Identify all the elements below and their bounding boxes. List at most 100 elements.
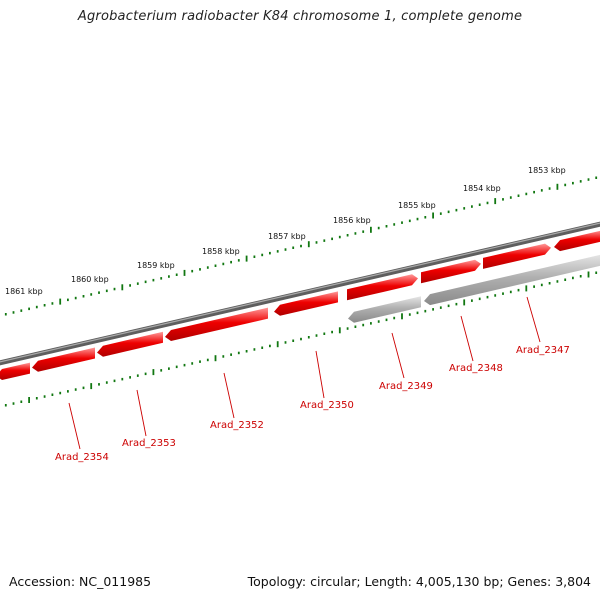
inner-scale-minor-tick — [230, 353, 232, 356]
inner-scale-minor-tick — [245, 350, 248, 353]
inner-scale-minor-tick — [432, 308, 434, 311]
forward-gene-arrow[interactable] — [274, 291, 338, 316]
outer-scale-minor-tick — [439, 212, 442, 215]
inner-scale-minor-tick — [377, 320, 380, 323]
outer-scale-minor-tick — [502, 198, 504, 201]
outer-scale-minor-tick — [377, 226, 380, 230]
inner-scale-major-tick — [587, 271, 590, 278]
inner-scale-major-tick — [152, 369, 155, 376]
outer-scale-minor-tick — [408, 219, 411, 223]
inner-scale-major-tick — [276, 341, 279, 348]
outer-scale-minor-tick — [587, 178, 590, 181]
reverse-gene-arrow[interactable] — [348, 296, 421, 323]
gene-label-arad-2353[interactable]: Arad_2353 — [122, 438, 176, 449]
forward-gene-arrow[interactable] — [32, 347, 95, 372]
inner-scale-minor-tick — [572, 276, 574, 280]
inner-scale-minor-tick — [502, 292, 504, 295]
scale-label-1853: 1853 kbp — [528, 166, 566, 175]
inner-scale-minor-tick — [98, 383, 100, 386]
forward-gene-arrow[interactable] — [421, 259, 481, 284]
outer-scale-minor-tick — [525, 192, 528, 196]
gene-label-arad-2352[interactable]: Arad_2352 — [210, 420, 264, 431]
inner-scale-minor-tick — [136, 374, 139, 377]
inner-scale-minor-tick — [82, 386, 85, 390]
outer-scale-major-tick — [432, 212, 434, 219]
forward-gene-arrow[interactable] — [554, 230, 600, 252]
gene-label-arad-2354[interactable]: Arad_2354 — [55, 452, 109, 463]
outer-scale-minor-tick — [105, 289, 108, 293]
outer-scale-major-tick — [183, 269, 186, 276]
inner-scale-minor-tick — [261, 346, 264, 349]
inner-scale-minor-tick — [43, 395, 46, 398]
inner-scale-minor-tick — [564, 278, 567, 281]
outer-scale-minor-tick — [136, 282, 139, 285]
outer-scale-minor-tick — [509, 196, 512, 199]
outer-scale-minor-tick — [191, 269, 194, 273]
outer-scale-minor-tick — [323, 239, 326, 242]
scale-label-1858: 1858 kbp — [202, 247, 240, 256]
inner-scale-minor-tick — [424, 309, 427, 313]
outer-scale-minor-tick — [393, 223, 396, 226]
outer-scale-minor-tick — [144, 280, 147, 284]
forward-gene-arrow[interactable] — [97, 331, 163, 357]
forward-gene-arrow[interactable] — [165, 307, 268, 341]
outer-scale-major-tick — [245, 255, 248, 262]
outer-scale-minor-tick — [152, 278, 155, 282]
outer-scale-major-tick — [59, 298, 62, 305]
gene-label-arad-2347[interactable]: Arad_2347 — [516, 345, 570, 356]
inner-scale-minor-tick — [206, 358, 209, 362]
outer-scale-ticks — [4, 176, 598, 316]
inner-scale-minor-tick — [292, 339, 295, 342]
scale-label-1861: 1861 kbp — [5, 287, 43, 296]
inner-scale-minor-tick — [237, 351, 240, 355]
inner-scale-minor-tick — [385, 318, 388, 322]
inner-scale-minor-tick — [222, 355, 225, 358]
inner-scale-minor-tick — [478, 297, 481, 301]
outer-scale-minor-tick — [362, 230, 365, 233]
inner-scale-minor-tick — [346, 327, 349, 330]
outer-scale-minor-tick — [35, 305, 38, 309]
inner-scale-minor-tick — [105, 381, 108, 384]
outer-scale-minor-tick — [12, 311, 15, 314]
outer-scale-major-tick — [556, 183, 559, 190]
inner-scale-minor-tick — [59, 391, 62, 395]
gene-label-arad-2350[interactable]: Arad_2350 — [300, 400, 354, 411]
outer-scale-minor-tick — [168, 275, 170, 278]
inner-scale-minor-tick — [455, 302, 458, 306]
inner-scale-minor-tick — [67, 390, 69, 393]
inner-scale-minor-tick — [323, 332, 326, 335]
inner-scale-minor-tick — [74, 388, 77, 391]
outer-scale-minor-tick — [20, 309, 23, 312]
outer-scale-minor-tick — [346, 234, 349, 237]
scale-label-1857: 1857 kbp — [268, 232, 306, 241]
inner-scale-minor-tick — [113, 379, 116, 383]
outer-scale-minor-tick — [401, 221, 403, 224]
forward-gene-arrow[interactable] — [483, 243, 551, 269]
scale-label-1855: 1855 kbp — [398, 201, 436, 210]
forward-gene-arrow[interactable] — [347, 274, 418, 301]
gene-label-arad-2349[interactable]: Arad_2349 — [379, 381, 433, 392]
inner-scale-minor-tick — [439, 306, 442, 309]
outer-scale-minor-tick — [533, 190, 535, 194]
inner-scale-minor-tick — [471, 299, 473, 302]
inner-scale-minor-tick — [548, 282, 551, 285]
outer-scale-minor-tick — [160, 277, 163, 280]
gene-label-arad-2348[interactable]: Arad_2348 — [449, 363, 503, 374]
scale-label-1860: 1860 kbp — [71, 275, 109, 284]
forward-gene-arrow[interactable] — [0, 362, 30, 380]
inner-scale-minor-tick — [183, 363, 186, 367]
outer-scale-minor-tick — [175, 273, 178, 276]
outer-scale-minor-tick — [548, 187, 551, 190]
outer-scale-minor-tick — [82, 295, 85, 298]
inner-scale-minor-tick — [416, 311, 419, 315]
outer-scale-minor-tick — [237, 259, 240, 262]
inner-scale-minor-tick — [315, 334, 318, 337]
outer-scale-minor-tick — [261, 253, 264, 257]
outer-scale-minor-tick — [67, 298, 69, 302]
outer-scale-minor-tick — [579, 180, 582, 183]
reverse-gene-arrow[interactable] — [424, 254, 600, 306]
outer-scale-minor-tick — [354, 232, 357, 235]
inner-scale-major-tick — [338, 327, 341, 334]
backbone-track — [0, 221, 600, 366]
outer-scale-minor-tick — [98, 291, 100, 294]
